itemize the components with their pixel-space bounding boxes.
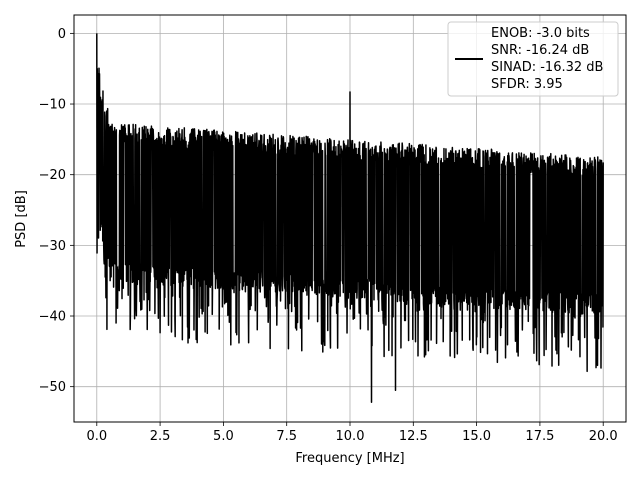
- legend-box: [447, 21, 619, 97]
- x-tick-label: 2.5: [150, 429, 171, 444]
- y-tick-label: −50: [39, 380, 66, 395]
- y-axis: 0 −10 −20 −30 −40 −50: [39, 27, 74, 395]
- x-axis: 0.0 2.5 5.0 7.5 10.0 12.5 15.0 17.5 20.0: [86, 422, 618, 444]
- y-tick-label: −20: [39, 168, 66, 183]
- x-tick-label: 5.0: [213, 429, 234, 444]
- legend-enob: ENOB: -3.0 bits: [491, 26, 590, 41]
- psd-line: [96, 33, 604, 403]
- y-tick-label: −30: [39, 239, 66, 254]
- x-tick-label: 7.5: [276, 429, 297, 444]
- x-tick-label: 20.0: [589, 429, 618, 444]
- y-tick-label: −40: [39, 310, 66, 325]
- series-psd: [96, 33, 604, 403]
- y-tick-label: −10: [39, 98, 66, 113]
- x-axis-label: Frequency [MHz]: [295, 451, 404, 466]
- legend: ENOB: -3.0 bits SNR: -16.24 dB SINAD: -1…: [447, 21, 619, 97]
- legend-sinad: SINAD: -16.32 dB: [491, 60, 603, 75]
- x-tick-label: 12.5: [399, 429, 428, 444]
- y-axis-label: PSD [dB]: [14, 190, 29, 248]
- x-tick-label: 0.0: [86, 429, 107, 444]
- x-tick-label: 15.0: [462, 429, 491, 444]
- legend-snr: SNR: -16.24 dB: [491, 43, 589, 58]
- x-tick-label: 10.0: [336, 429, 365, 444]
- legend-sfdr: SFDR: 3.95: [491, 77, 563, 92]
- x-tick-label: 17.5: [525, 429, 554, 444]
- y-tick-label: 0: [58, 27, 66, 42]
